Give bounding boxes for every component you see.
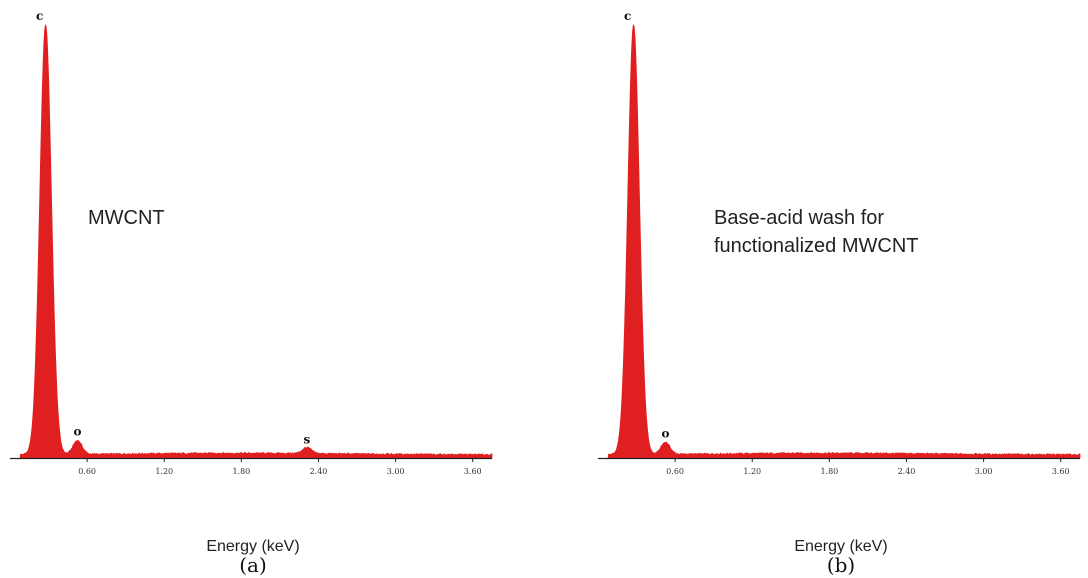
x-tick-label: 1.20 (743, 467, 761, 476)
x-tick-label: 1.80 (820, 467, 838, 476)
x-tick-label: 3.00 (387, 467, 405, 476)
peak-label-s: s (304, 432, 311, 446)
x-tick-label: 0.60 (666, 467, 684, 476)
x-tick-label: 2.40 (310, 467, 328, 476)
spectrum-area (607, 24, 1081, 459)
peak-label-c: c (36, 9, 43, 23)
x-tick-label: 2.40 (898, 467, 916, 476)
x-tick-label: 0.60 (78, 467, 96, 476)
panel-caption: (a) (239, 553, 267, 577)
eds-spectrum-chart-b: 0.60 1.20 1.80 2.40 3.00 3.60 c o Base-acid wash… (598, 9, 1081, 476)
series-annotation: Base-acid wash for (714, 207, 884, 229)
peak-label-c: c (624, 9, 631, 23)
chart-panel-a: 0.60 1.20 1.80 2.40 3.00 3.60 c o s MWCNT Energy … (8, 0, 498, 578)
x-axis-title: Energy (keV) (206, 538, 300, 555)
peak-label-o: o (73, 425, 81, 439)
x-tick-label: 1.80 (232, 467, 250, 476)
x-tick-label: 3.60 (1052, 467, 1070, 476)
series-annotation: functionalized MWCNT (714, 235, 919, 257)
x-axis-title: Energy (keV) (794, 538, 888, 555)
x-tick-label: 1.20 (155, 467, 173, 476)
eds-spectrum-chart-a: 0.60 1.20 1.80 2.40 3.00 3.60 c o s MWCNT (10, 9, 493, 476)
series-annotation: MWCNT (88, 207, 165, 229)
panel-caption: (b) (826, 553, 856, 577)
spectrum-area (19, 24, 493, 459)
peak-label-o: o (661, 426, 669, 440)
x-tick-label: 3.60 (464, 467, 482, 476)
chart-panel-b: 0.60 1.20 1.80 2.40 3.00 3.60 c o Base-acid wash… (596, 0, 1086, 578)
x-tick-label: 3.00 (975, 467, 993, 476)
